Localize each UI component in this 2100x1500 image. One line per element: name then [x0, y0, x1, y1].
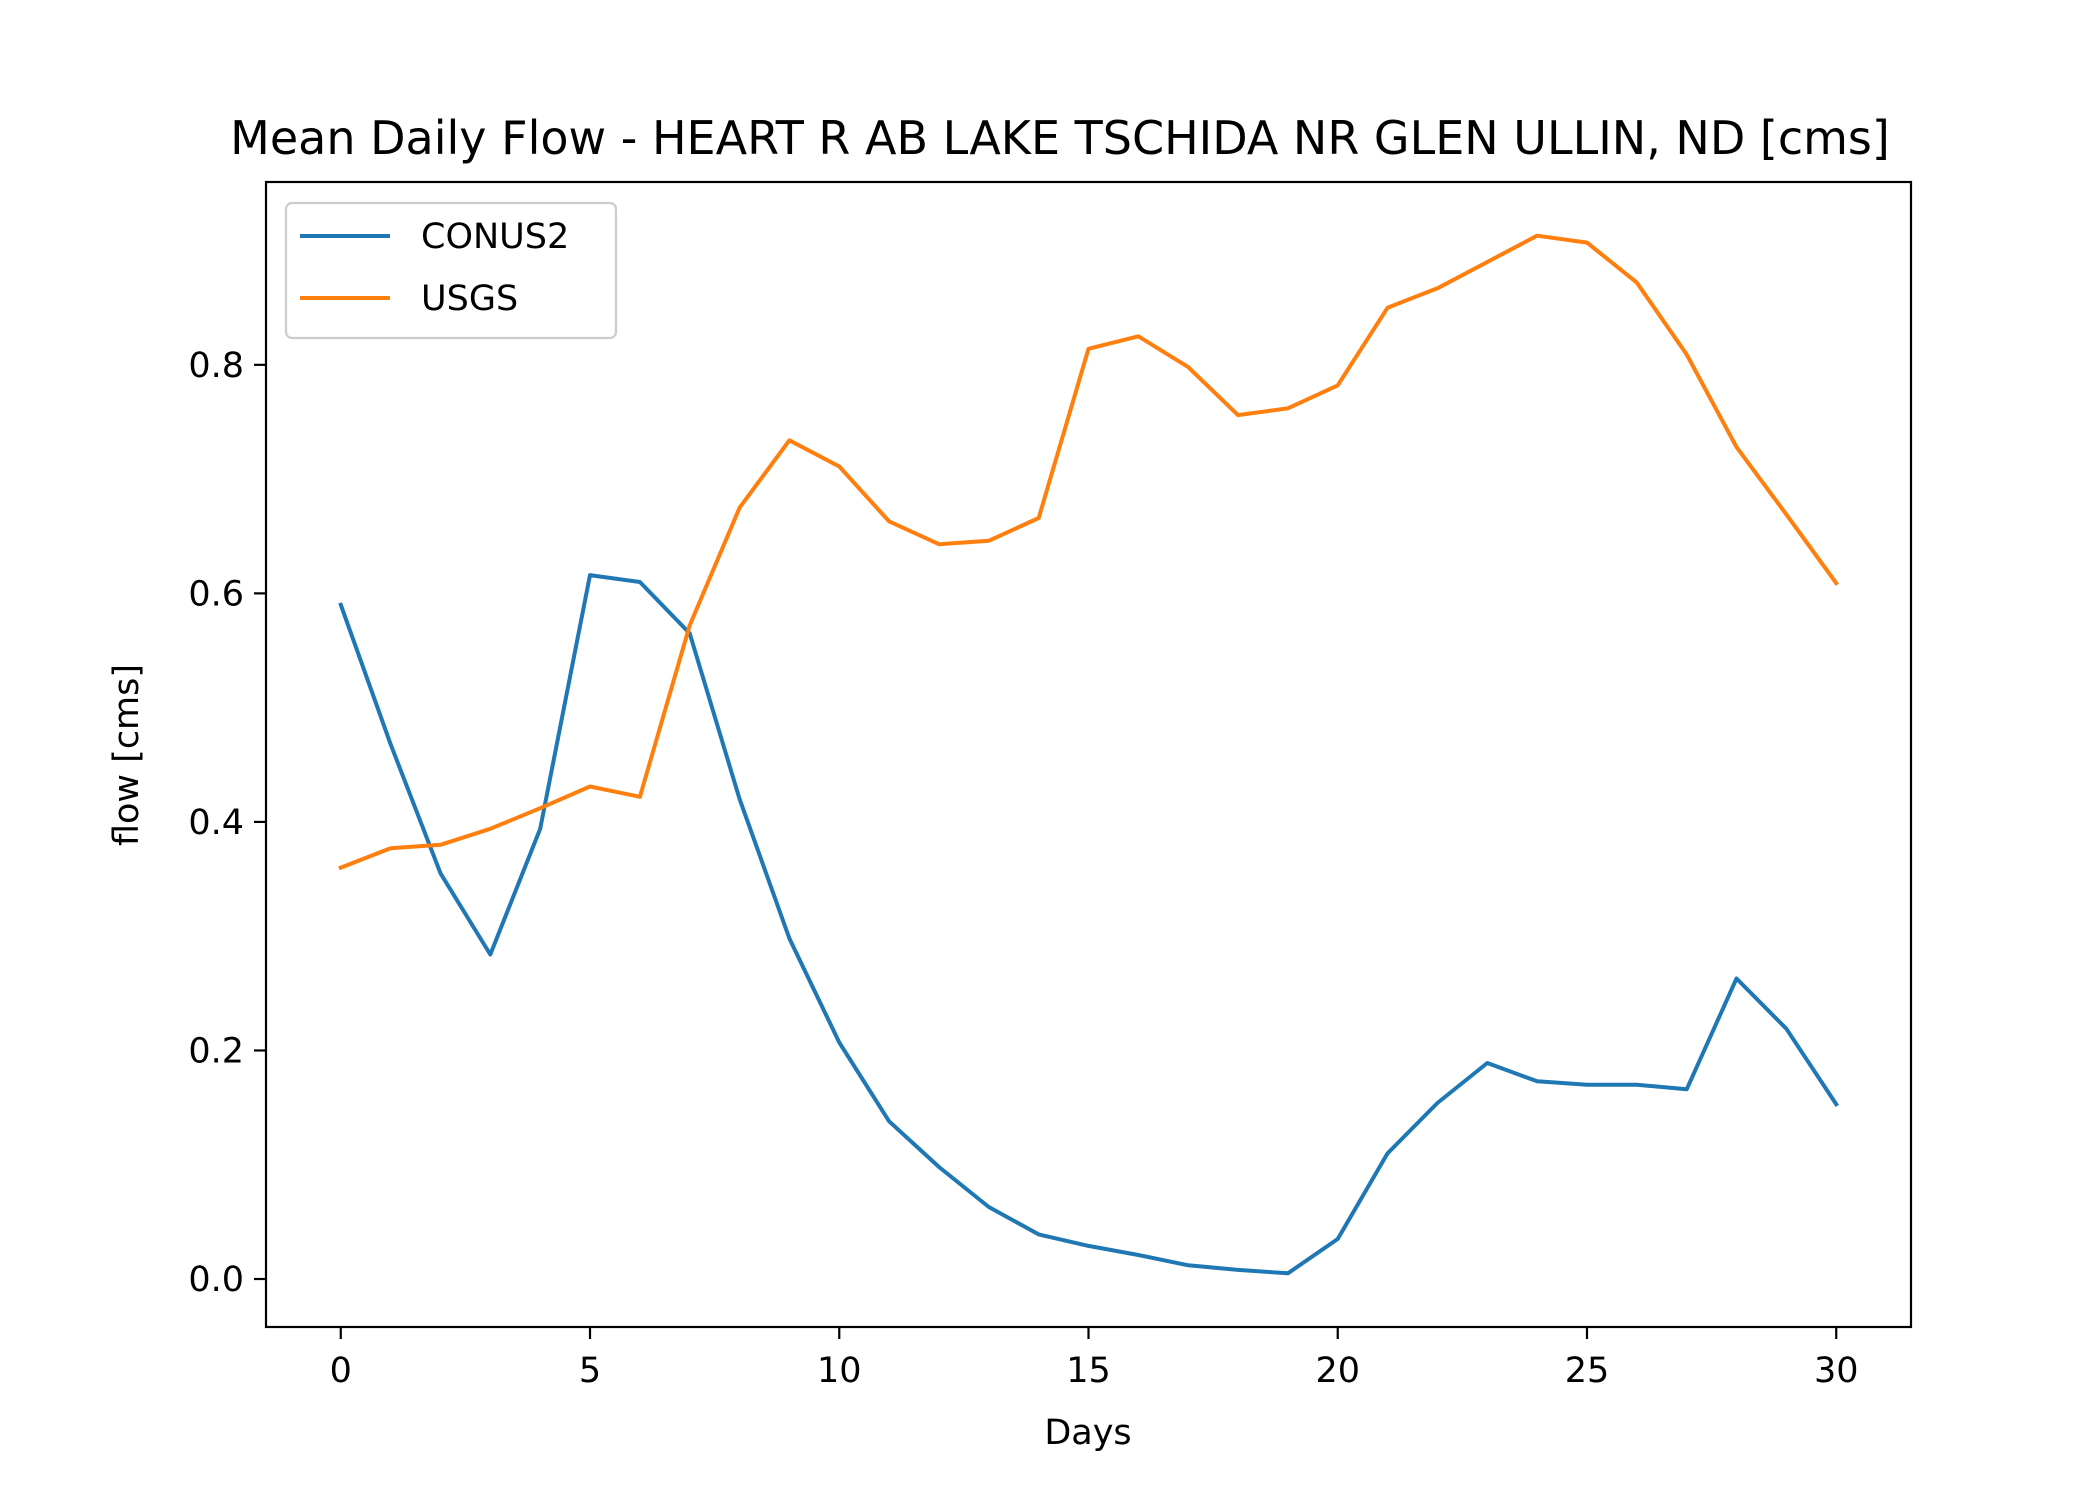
x-axis-label: Days [1044, 1413, 1131, 1453]
chart-title: Mean Daily Flow - HEART R AB LAKE TSCHID… [230, 111, 1890, 165]
y-axis: 0.0 0.2 0.4 0.6 0.8 [188, 346, 266, 1300]
x-tick-label: 10 [817, 1351, 862, 1391]
y-tick-label: 0.0 [188, 1260, 244, 1300]
plot-frame [264, 180, 1913, 1329]
y-tick-label: 0.6 [188, 574, 244, 614]
legend: CONUS2 USGS [284, 201, 618, 340]
x-axis: 0 5 10 15 20 25 30 [330, 1327, 1859, 1391]
x-tick-label: 30 [1814, 1351, 1859, 1391]
x-tick-label: 0 [330, 1351, 352, 1391]
x-tick-label: 5 [579, 1351, 601, 1391]
x-tick-label: 20 [1315, 1351, 1360, 1391]
y-tick-label: 0.4 [188, 803, 244, 843]
x-tick-label: 25 [1565, 1351, 1610, 1391]
series-line-conus2 [338, 573, 1839, 1276]
x-tick-label: 15 [1066, 1351, 1111, 1391]
series-line-usgs [338, 233, 1839, 871]
series-lines [338, 233, 1839, 1276]
y-tick-label: 0.8 [188, 346, 244, 386]
legend-label-conus2: CONUS2 [421, 217, 569, 257]
y-tick-label: 0.2 [188, 1031, 244, 1071]
y-axis-label: flow [cms] [107, 664, 147, 846]
legend-label-usgs: USGS [421, 279, 518, 319]
